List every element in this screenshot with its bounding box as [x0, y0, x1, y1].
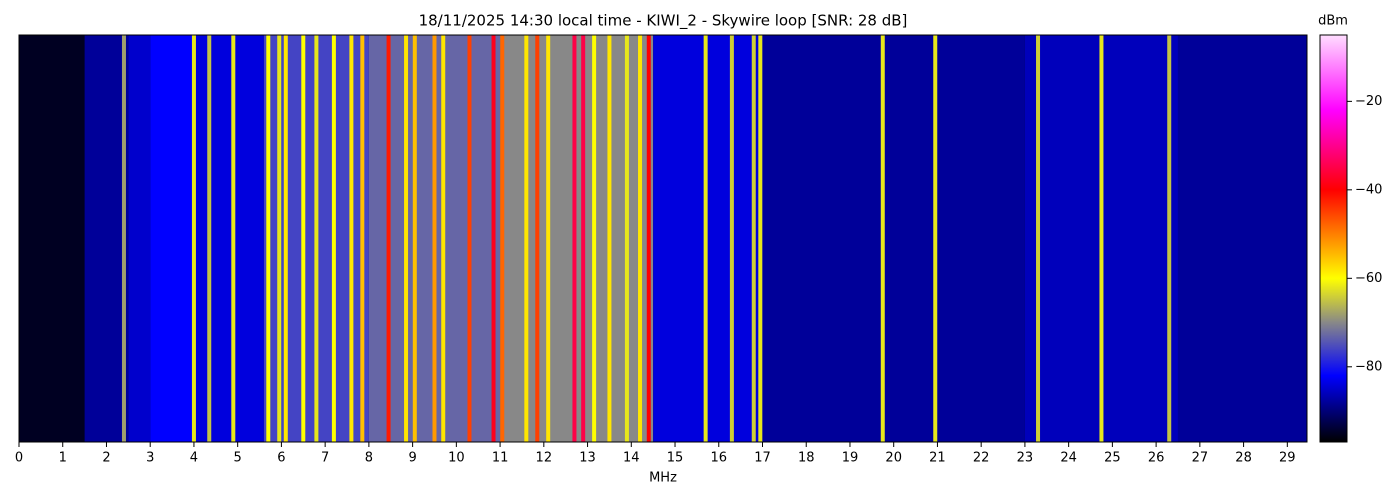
signal-line: [331, 35, 336, 442]
signal-line: [624, 35, 629, 442]
x-tick-label: 13: [579, 451, 596, 466]
colorbar-tick-label: −80: [1355, 359, 1382, 374]
signal-line: [581, 35, 586, 442]
x-tick-label: 0: [15, 451, 23, 466]
signal-line: [703, 35, 708, 442]
signal-line: [432, 35, 437, 442]
x-tick-label: 6: [277, 451, 285, 466]
x-tick-label: 5: [234, 451, 242, 466]
signal-line: [386, 35, 391, 442]
signal-line: [404, 35, 409, 442]
signal-line: [1167, 35, 1172, 442]
x-tick-label: 19: [842, 451, 859, 466]
signal-line: [283, 35, 288, 442]
noise-band: [193, 35, 264, 442]
signal-line: [266, 35, 271, 442]
signal-line: [467, 35, 472, 442]
x-tick-label: 4: [190, 451, 198, 466]
x-tick-label: 24: [1060, 451, 1077, 466]
noise-band: [653, 35, 763, 442]
signal-line: [758, 35, 763, 442]
signal-line: [1099, 35, 1104, 442]
signal-line: [301, 35, 306, 442]
x-tick-label: 15: [667, 451, 684, 466]
x-tick-label: 23: [1017, 451, 1034, 466]
signal-line: [572, 35, 577, 442]
signal-line: [441, 35, 446, 442]
signal-line: [314, 35, 319, 442]
signal-line: [638, 35, 643, 442]
signal-line: [121, 35, 126, 442]
x-tick-label: 20: [885, 451, 902, 466]
x-tick-label: 1: [59, 451, 67, 466]
noise-band: [500, 35, 654, 442]
signal-line: [349, 35, 354, 442]
x-tick-label: 10: [448, 451, 465, 466]
signal-line: [1036, 35, 1041, 442]
colorbar-tick-label: −40: [1355, 182, 1382, 197]
x-tick-label: 7: [321, 451, 329, 466]
signal-line: [880, 35, 885, 442]
x-tick-label: 26: [1148, 451, 1165, 466]
signal-line: [191, 35, 196, 442]
noise-band: [150, 35, 194, 442]
noise-band: [19, 35, 85, 442]
x-tick-label: 3: [146, 451, 154, 466]
signal-line: [412, 35, 417, 442]
signal-line: [207, 35, 212, 442]
signal-line: [646, 35, 651, 442]
x-tick-label: 22: [973, 451, 990, 466]
colorbar-tick-label: −60: [1355, 271, 1382, 286]
signal-line: [729, 35, 734, 442]
x-tick-label: 14: [623, 451, 640, 466]
noise-band: [84, 35, 129, 442]
signal-line: [592, 35, 597, 442]
x-tick-label: 28: [1235, 451, 1252, 466]
x-tick-label: 25: [1104, 451, 1121, 466]
x-tick-label: 9: [408, 451, 416, 466]
plot-area: [19, 35, 1307, 442]
x-tick-label: 2: [102, 451, 110, 466]
chart-title: 18/11/2025 14:30 local time - KIWI_2 - S…: [419, 12, 908, 31]
signal-line: [607, 35, 612, 442]
x-tick-label: 16: [710, 451, 727, 466]
x-tick-label: 12: [536, 451, 553, 466]
noise-band: [1177, 35, 1307, 442]
x-tick-label: 18: [798, 451, 815, 466]
signal-line: [524, 35, 529, 442]
x-tick-label: 27: [1192, 451, 1209, 466]
signal-line: [535, 35, 540, 442]
signal-line: [231, 35, 236, 442]
x-tick-label: 21: [929, 451, 946, 466]
signal-line: [500, 35, 505, 442]
signal-line: [277, 35, 282, 442]
plot-frame: [18, 34, 1308, 443]
signal-line: [751, 35, 756, 442]
signal-line: [491, 35, 496, 442]
signal-line: [546, 35, 551, 442]
colorbar-label: dBm: [1318, 14, 1348, 29]
x-tick-label: 17: [754, 451, 771, 466]
noise-band: [762, 35, 1025, 442]
x-tick-label: 11: [492, 451, 509, 466]
signal-line: [360, 35, 365, 442]
x-tick-label: 29: [1279, 451, 1296, 466]
colorbar: [1319, 34, 1348, 443]
noise-band: [128, 35, 151, 442]
colorbar-tick-label: −20: [1355, 94, 1382, 109]
x-tick-label: 8: [365, 451, 373, 466]
x-axis-label: MHz: [649, 471, 677, 486]
signal-line: [933, 35, 938, 442]
